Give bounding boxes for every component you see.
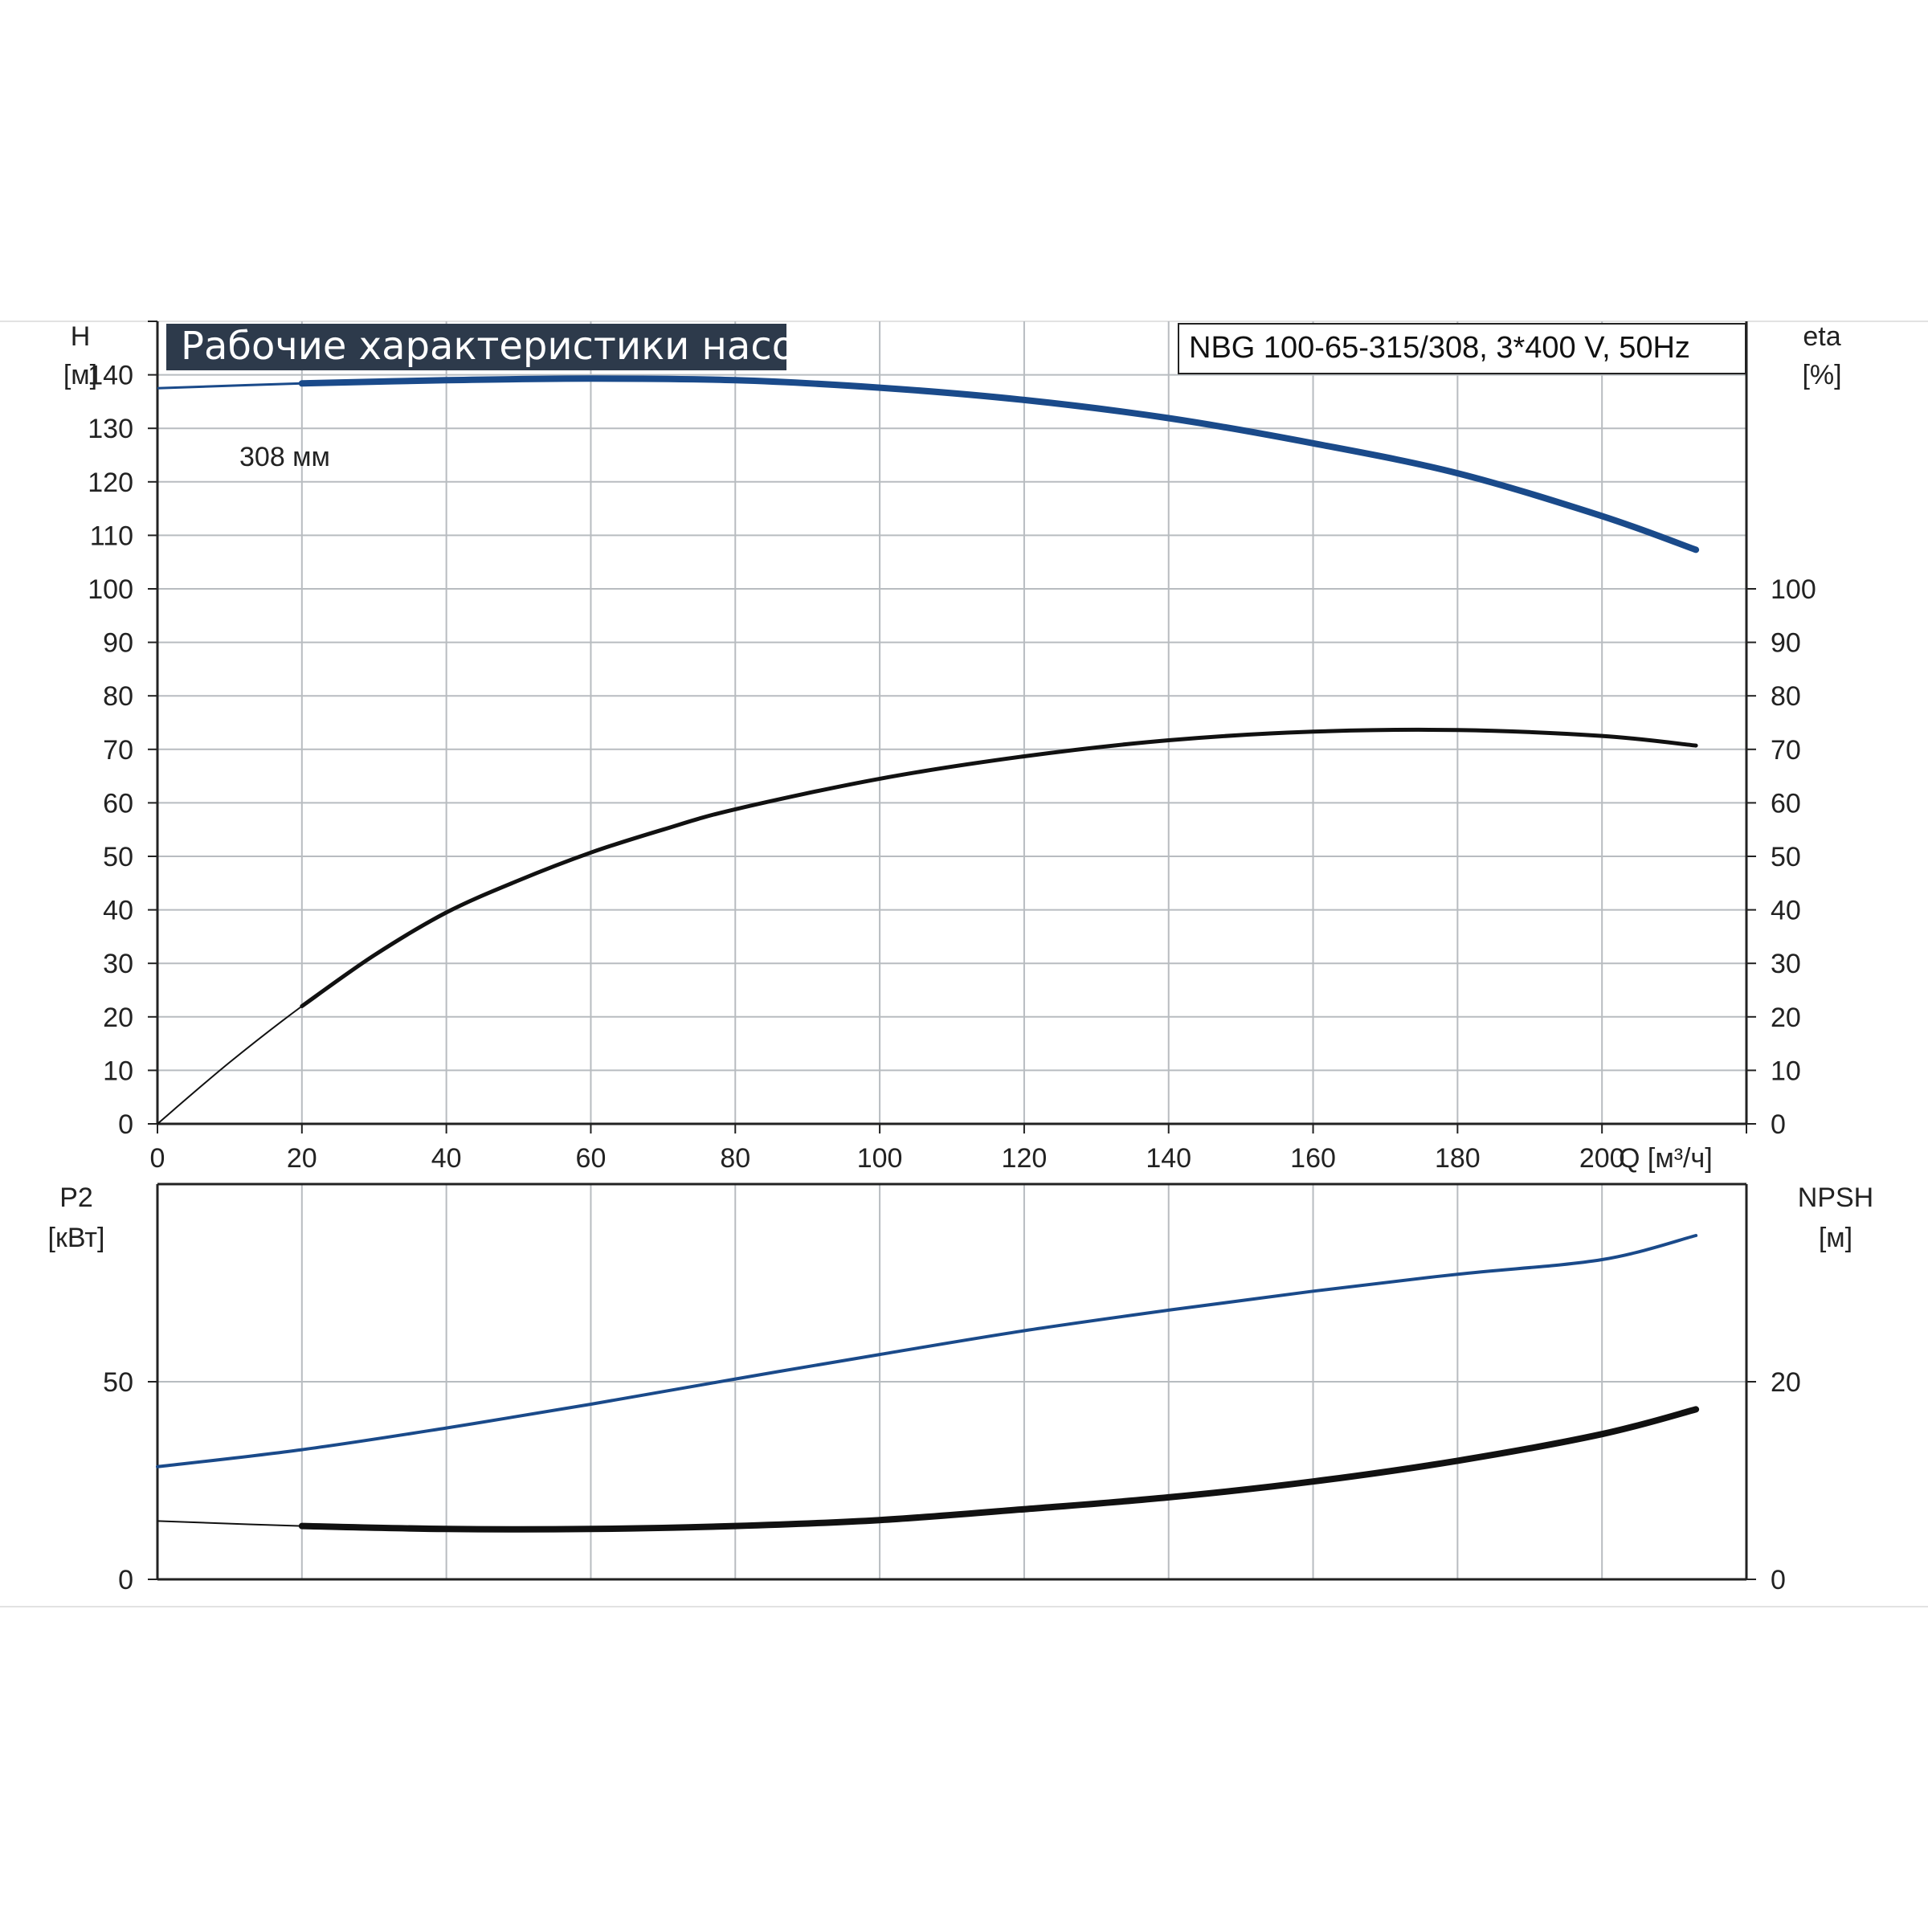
model-label: NBG 100-65-315/308, 3*400 V, 50Hz: [1189, 331, 1690, 365]
eta-tick-label: 20: [1771, 1003, 1801, 1033]
eta-tick-label: 50: [1771, 842, 1801, 872]
title-background: [166, 324, 786, 370]
p2-tick-label: 50: [103, 1367, 133, 1398]
h-tick-label: 40: [103, 896, 133, 926]
q-tick-label: 20: [287, 1143, 317, 1174]
model-box: [1178, 323, 1746, 374]
npsh-curve-thin: [157, 1408, 1697, 1530]
p2-axis-unit: [кВт]: [48, 1223, 105, 1253]
h-tick-label: 110: [90, 521, 133, 551]
q-axis-label: Q [м³/ч]: [1619, 1143, 1713, 1174]
eta-tick-label: 60: [1771, 788, 1801, 819]
eta-tick-label: 70: [1771, 735, 1801, 766]
eta-curve: [300, 727, 1698, 1008]
h-tick-label: 20: [103, 1003, 133, 1033]
h-axis-label: H: [71, 321, 91, 352]
eta-tick-label: 30: [1771, 949, 1801, 979]
npsh-axis-unit: [м]: [1819, 1223, 1852, 1253]
npsh-curve: [298, 1406, 1700, 1533]
npsh-tick-label: 20: [1771, 1367, 1801, 1398]
h-tick-label: 140: [88, 361, 133, 391]
eta-curve-thin: [157, 729, 1697, 1125]
q-tick-label: 60: [576, 1143, 607, 1174]
lower-grid: [148, 1182, 1756, 1581]
h-tick-label: 80: [103, 681, 133, 712]
q-tick-label: 180: [1435, 1143, 1481, 1174]
p2-tick-label: 0: [118, 1565, 133, 1595]
eta-tick-label: 0: [1771, 1109, 1786, 1140]
eta-tick-label: 100: [1771, 574, 1816, 605]
h-tick-label: 120: [88, 468, 133, 498]
h-tick-label: 130: [88, 414, 133, 444]
eta-tick-label: 80: [1771, 681, 1801, 712]
upper-series: [157, 375, 1700, 1125]
h-curve-thin: [157, 377, 1697, 551]
h-tick-label: 50: [103, 842, 133, 872]
h-tick-label: 10: [103, 1056, 133, 1086]
q-tick-label: 140: [1146, 1143, 1191, 1174]
eta-axis-unit: [%]: [1802, 360, 1841, 390]
q-tick-label: 80: [720, 1143, 750, 1174]
q-tick-label: 0: [150, 1143, 165, 1174]
eta-tick-label: 40: [1771, 896, 1801, 926]
h-axis-unit: [м]: [63, 360, 97, 390]
npsh-axis-label: NPSH: [1798, 1182, 1873, 1213]
chart-title: Рабочие характеристики насоса: [181, 324, 840, 369]
q-tick-label: 160: [1290, 1143, 1336, 1174]
h-curve: [298, 375, 1700, 553]
lower-series: [156, 1234, 1700, 1533]
q-tick-label: 200: [1579, 1143, 1625, 1174]
eta-axis-label: eta: [1803, 321, 1840, 352]
eta-tick-label: 90: [1771, 628, 1801, 659]
h-tick-label: 90: [103, 628, 133, 659]
q-tick-label: 40: [431, 1143, 462, 1174]
h-tick-label: 100: [88, 574, 133, 605]
lower-tick-labels: 0 50 0 20: [103, 1367, 1801, 1595]
p2-axis-label: P2: [59, 1182, 93, 1213]
upper-tick-labels: 0 10 20 30 40 50 60 70 80 90 100 110 120 130 140 0 10 20 3…: [88, 361, 1816, 1174]
q-tick-label: 120: [1002, 1143, 1048, 1174]
upper-grid: [148, 321, 1756, 1133]
eta-tick-label: 10: [1771, 1056, 1801, 1086]
p2-curve: [156, 1234, 1698, 1468]
h-tick-label: 30: [103, 949, 133, 979]
h-tick-label: 70: [103, 735, 133, 766]
curve-label-308: 308 мм: [239, 442, 330, 472]
h-tick-label: 60: [103, 788, 133, 819]
q-tick-label: 100: [857, 1143, 903, 1174]
npsh-tick-label: 0: [1771, 1565, 1786, 1595]
h-tick-label: 0: [118, 1109, 133, 1140]
